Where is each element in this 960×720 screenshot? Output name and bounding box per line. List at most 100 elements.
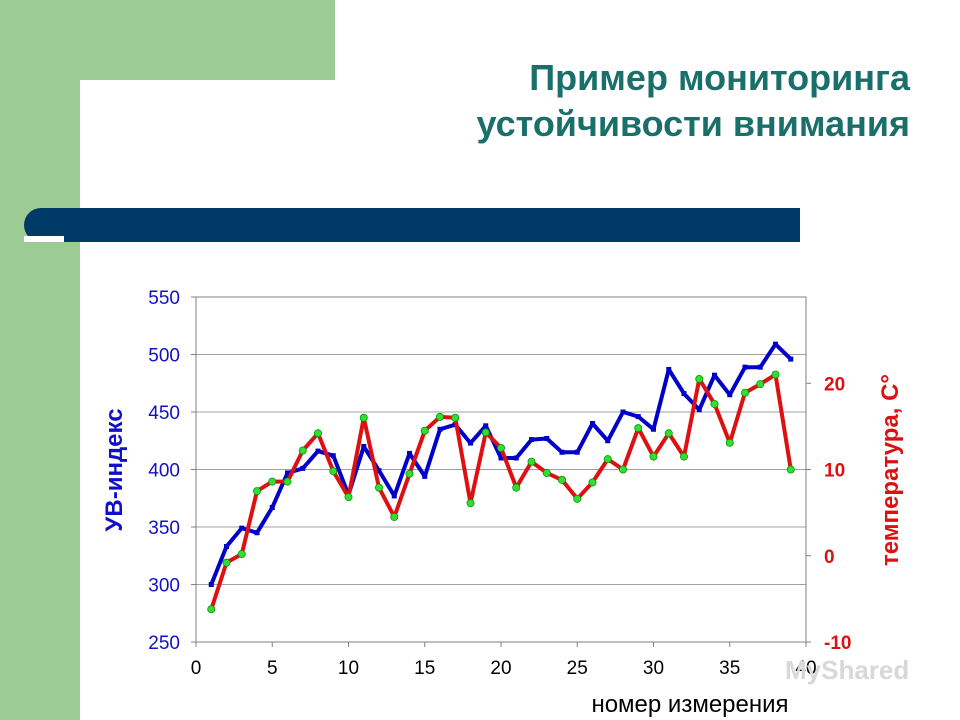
uv-index-point-34 — [712, 372, 717, 378]
x-tick-label-8: 40 — [795, 658, 816, 679]
x-tick-label-6: 30 — [643, 658, 664, 679]
temperature-point-37 — [756, 380, 765, 389]
uv-index-point-26 — [590, 421, 595, 426]
uv-index-point-23 — [544, 435, 550, 441]
uv-index-point-33 — [696, 407, 702, 413]
series-group — [207, 341, 795, 614]
uv-index-point-2 — [224, 544, 229, 550]
uv-index-point-18 — [468, 440, 473, 446]
uv-index-point-25 — [574, 449, 580, 455]
title-rule-notch — [24, 236, 64, 242]
x-tick-label-4: 20 — [490, 658, 511, 679]
content-panel — [80, 80, 960, 720]
axes: 250 300 350 400 450 500 550 -10 0 10 20 0 5 10 15 20 25 3… — [148, 288, 851, 679]
temperature-point-29 — [634, 424, 643, 433]
temperature-point-9 — [329, 467, 338, 476]
temperature-point-22 — [527, 457, 536, 466]
temperature-point-13 — [390, 512, 399, 521]
temperature-point-4 — [252, 487, 261, 496]
uv-index-point-14 — [407, 450, 412, 456]
y-tick-label-4: 450 — [148, 403, 180, 424]
y2-tick-label-0: -10 — [824, 633, 851, 654]
temperature-point-3 — [237, 550, 246, 559]
y-tick-label-6: 550 — [148, 288, 180, 309]
background-green-top — [0, 0, 335, 80]
temperature-point-33 — [695, 374, 704, 383]
uv-index-point-19 — [483, 423, 489, 429]
temperature-point-14 — [405, 469, 414, 478]
temperature-point-1 — [207, 605, 216, 614]
uv-index-point-37 — [757, 364, 763, 370]
uv-index-point-8 — [315, 448, 321, 454]
uv-index-point-24 — [559, 449, 565, 455]
x-tick-label-3: 15 — [414, 658, 435, 679]
temperature-point-31 — [664, 429, 673, 438]
temperature-point-5 — [268, 477, 277, 486]
temperature-point-32 — [680, 452, 689, 461]
uv-index-point-27 — [605, 438, 611, 444]
uv-index-point-22 — [529, 437, 534, 443]
y2-tick-label-3: 20 — [824, 374, 845, 395]
title-rule — [24, 208, 800, 242]
uv-index-point-7 — [300, 465, 306, 471]
temperature-point-30 — [649, 452, 658, 461]
uv-index-point-12 — [376, 468, 382, 474]
uv-index-point-13 — [391, 493, 397, 499]
temperature-point-28 — [619, 465, 628, 474]
temperature-point-26 — [588, 478, 597, 487]
uv-index-point-36 — [742, 364, 748, 370]
temperature-point-25 — [573, 494, 582, 503]
y2-axis-title: температура, C° — [877, 374, 904, 566]
temperature-point-39 — [786, 465, 795, 474]
series-line-temperature — [209, 372, 793, 610]
temperature-point-11 — [359, 413, 368, 422]
uv-index-point-9 — [330, 453, 336, 459]
temperature-point-24 — [558, 475, 567, 484]
x-tick-label-0: 0 — [191, 658, 202, 679]
uv-index-point-16 — [437, 426, 443, 432]
x-tick-label-1: 5 — [267, 658, 278, 679]
temperature-point-36 — [741, 388, 750, 397]
temperature-point-20 — [496, 443, 505, 452]
y-tick-label-1: 300 — [148, 576, 180, 597]
temperature-point-35 — [725, 438, 734, 447]
uv-index-point-6 — [285, 470, 290, 476]
slide-title: Пример мониторинга устойчивости внимания — [210, 55, 910, 147]
x-tick-label-2: 10 — [338, 658, 359, 679]
temperature-point-6 — [283, 477, 292, 486]
x-tick-label-7: 35 — [719, 658, 740, 679]
uv-index-point-30 — [651, 426, 656, 432]
temperature-point-7 — [298, 446, 307, 455]
temperature-point-23 — [542, 468, 551, 477]
y-tick-label-2: 350 — [148, 518, 180, 539]
y-axis-title: УВ-индекс — [101, 408, 128, 531]
y2-tick-label-1: 0 — [824, 547, 835, 568]
temperature-point-12 — [374, 483, 383, 492]
y-tick-label-3: 400 — [148, 461, 180, 482]
uv-index-point-28 — [620, 409, 626, 415]
slide-title-line-2: устойчивости внимания — [476, 103, 910, 144]
uv-index-point-1 — [208, 582, 214, 587]
temperature-point-27 — [603, 455, 612, 464]
uv-index-point-38 — [773, 341, 778, 347]
temperature-point-2 — [222, 558, 231, 567]
background-green-bar — [0, 0, 80, 720]
y-tick-label-5: 500 — [148, 346, 180, 367]
x-tick-label-5: 25 — [567, 658, 588, 679]
temperature-point-10 — [344, 493, 353, 502]
uv-index-point-39 — [788, 356, 794, 362]
temperature-point-18 — [466, 499, 475, 508]
y2-tick-label-2: 10 — [824, 461, 845, 482]
temperature-point-8 — [313, 429, 322, 438]
temperature-point-19 — [481, 428, 490, 437]
axis-labels: УВ-индекс температура, C° номер измерени… — [101, 374, 904, 718]
uv-index-point-3 — [239, 525, 245, 531]
uv-index-point-15 — [422, 473, 428, 479]
uv-index-point-11 — [361, 444, 367, 449]
temperature-point-38 — [771, 370, 780, 379]
x-axis-title: номер измерения — [591, 691, 788, 718]
slide-title-line-1: Пример мониторинга — [529, 57, 910, 98]
uv-index-point-5 — [269, 504, 275, 510]
uv-index-point-29 — [635, 414, 641, 420]
